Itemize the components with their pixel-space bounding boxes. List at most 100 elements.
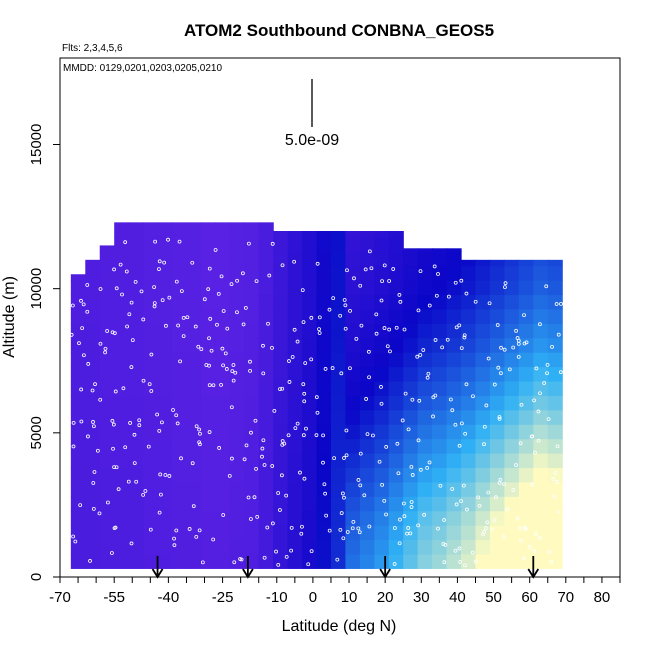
- sample-point: [167, 474, 172, 478]
- heatmap-cell: [533, 438, 549, 454]
- sample-point: [502, 534, 506, 539]
- heatmap-cell: [518, 259, 534, 267]
- heatmap-cell: [200, 395, 216, 411]
- heatmap-cell: [345, 395, 361, 411]
- heatmap-cell: [85, 380, 101, 396]
- sample-point: [235, 310, 239, 315]
- heatmap-cell: [461, 323, 477, 339]
- heatmap-cell: [417, 424, 433, 440]
- sample-point: [73, 539, 78, 544]
- heatmap-cell: [432, 453, 448, 469]
- sample-point: [86, 434, 90, 439]
- sample-point: [199, 347, 204, 352]
- sample-point: [98, 287, 103, 291]
- sample-point: [442, 560, 447, 565]
- sample-point: [321, 433, 326, 438]
- sample-point: [242, 457, 247, 462]
- sample-point: [86, 362, 91, 366]
- heatmap-cell: [157, 323, 173, 339]
- sample-point: [239, 557, 244, 562]
- heatmap-cell: [258, 222, 274, 238]
- sample-point: [217, 446, 222, 450]
- heatmap-cell: [244, 352, 260, 368]
- sample-point: [98, 397, 103, 402]
- heatmap-cell: [302, 231, 318, 238]
- heatmap-cell: [302, 308, 318, 324]
- heatmap-cell: [114, 222, 130, 238]
- sample-point: [147, 382, 152, 387]
- sample-point: [309, 315, 314, 320]
- sample-point: [527, 545, 532, 549]
- heatmap-cell: [504, 467, 520, 483]
- sample-point: [270, 521, 275, 526]
- heatmap-cell: [359, 496, 375, 512]
- sample-point: [432, 264, 437, 269]
- heatmap-cell: [200, 308, 216, 324]
- heatmap-cell: [475, 337, 491, 353]
- heatmap-cell: [359, 481, 375, 497]
- heatmap-cell: [302, 323, 318, 339]
- heatmap-cell: [143, 236, 159, 252]
- sample-point: [172, 543, 177, 548]
- heatmap-cell: [128, 251, 144, 267]
- heatmap-cell: [172, 525, 188, 541]
- sample-point: [462, 335, 467, 340]
- heatmap-cell: [157, 236, 173, 252]
- heatmap-cell: [200, 323, 216, 339]
- heatmap-cell: [461, 337, 477, 353]
- heatmap-cell: [403, 248, 419, 252]
- heatmap-cell: [244, 525, 260, 541]
- sample-point: [555, 480, 559, 484]
- sample-point: [92, 424, 96, 429]
- sample-point: [418, 467, 423, 472]
- sample-point: [290, 355, 295, 359]
- heatmap-cell: [302, 380, 318, 396]
- sample-point: [260, 454, 264, 459]
- heatmap-cell: [157, 438, 173, 454]
- sample-point: [464, 291, 469, 296]
- sample-point: [95, 448, 100, 453]
- heatmap-cell: [388, 453, 404, 469]
- heatmap-cell: [388, 467, 404, 483]
- heatmap-cell: [316, 236, 332, 252]
- sample-point: [409, 500, 414, 504]
- flight-arrows: [151, 556, 540, 579]
- sample-point: [397, 541, 402, 546]
- sample-point: [225, 326, 230, 331]
- heatmap-cell: [533, 294, 549, 310]
- x-tick-label: -25: [212, 589, 234, 606]
- sample-point: [287, 380, 292, 384]
- heatmap-cell: [287, 308, 303, 324]
- heatmap-cell: [302, 251, 318, 267]
- heatmap-cell: [186, 366, 202, 382]
- sample-point: [502, 347, 507, 352]
- sample-point: [459, 278, 464, 283]
- plot-area: [59, 57, 621, 578]
- heatmap-cell: [215, 438, 231, 454]
- heatmap-cell: [258, 294, 274, 310]
- sample-point: [462, 333, 467, 338]
- sample-point: [90, 388, 95, 393]
- heatmap-cell: [388, 236, 404, 252]
- heatmap-cell: [374, 539, 390, 555]
- sample-point: [149, 352, 154, 357]
- heatmap-cell: [114, 265, 130, 281]
- heatmap-cell: [85, 337, 101, 353]
- y-tick-label: 5000: [28, 416, 45, 449]
- heatmap-cell: [244, 323, 260, 339]
- sample-point: [546, 417, 551, 422]
- sample-point: [477, 503, 482, 508]
- heatmap-cell: [215, 467, 231, 483]
- heatmap-cell: [316, 438, 332, 454]
- sample-point: [129, 541, 134, 546]
- sample-point: [179, 456, 183, 461]
- sample-point: [71, 420, 76, 425]
- heatmap-cell: [533, 337, 549, 353]
- sample-point: [443, 542, 448, 547]
- heatmap-cell: [417, 352, 433, 368]
- sample-point: [301, 382, 306, 387]
- sample-point: [155, 412, 160, 417]
- sample-point: [230, 456, 234, 461]
- sample-point: [286, 433, 291, 438]
- sample-point: [533, 531, 538, 536]
